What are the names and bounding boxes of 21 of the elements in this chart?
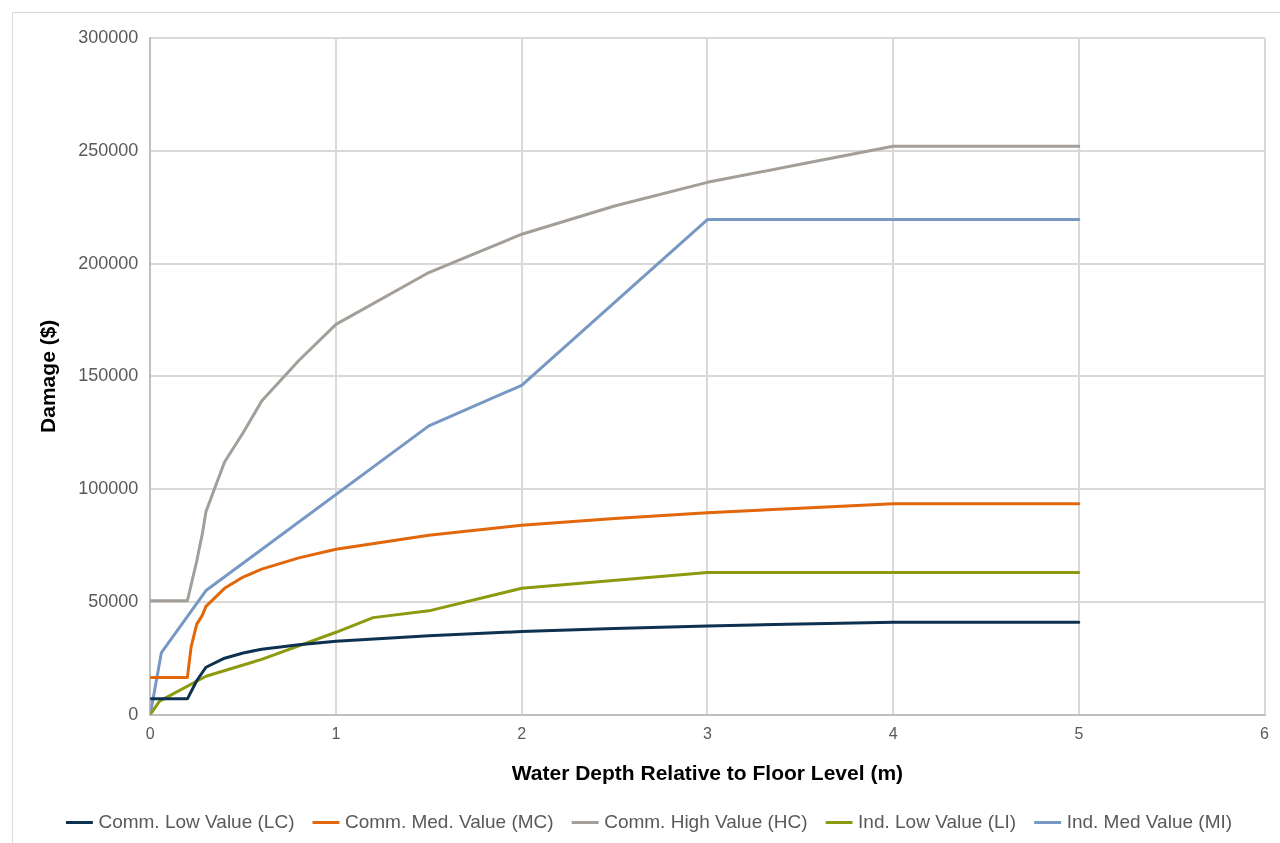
- x-tick-label: 4: [888, 724, 898, 742]
- y-tick-label: 300000: [78, 26, 139, 47]
- y-tick-label: 150000: [78, 365, 139, 386]
- legend-label: Ind. Low Value (LI): [858, 810, 1017, 832]
- x-tick-label: 0: [145, 724, 155, 742]
- x-tick-label: 6: [1260, 724, 1270, 742]
- y-tick-label: 100000: [78, 478, 139, 499]
- x-axis-title: Water Depth Relative to Floor Level (m): [511, 761, 904, 785]
- legend-label: Ind. Med Value (MI): [1066, 810, 1233, 832]
- legend-label: Comm. High Value (HC): [604, 810, 808, 832]
- y-axis-title: Damage ($): [36, 319, 60, 433]
- x-tick-label: 5: [1074, 724, 1084, 742]
- y-tick-label: 200000: [78, 252, 139, 273]
- legend-label: Comm. Low Value (LC): [98, 810, 295, 832]
- y-tick-label: 50000: [88, 590, 139, 611]
- y-tick-label: 250000: [78, 139, 139, 160]
- legend-label: Comm. Med. Value (MC): [344, 810, 554, 832]
- x-tick-label: 2: [517, 724, 527, 742]
- x-tick-label: 3: [702, 724, 712, 742]
- x-tick-label: 1: [331, 724, 341, 742]
- y-tick-label: 0: [128, 703, 139, 724]
